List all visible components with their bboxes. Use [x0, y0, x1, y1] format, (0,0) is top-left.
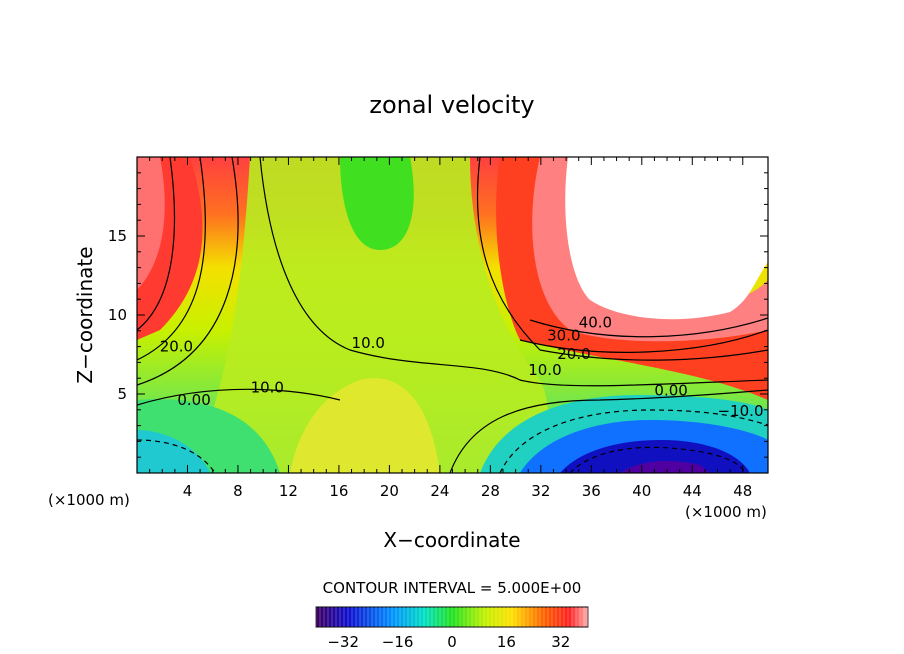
colorbar-tick-label: 0 [447, 633, 457, 651]
y-axis-label: Z−coordinate [73, 246, 97, 383]
x-tick-label: 36 [582, 482, 601, 500]
x-tick-label: 28 [481, 482, 500, 500]
x-axis-ticks: 4 8 12 16 20 24 28 32 36 40 44 48 [149, 157, 752, 500]
x-unit-left: (×1000 m) [48, 491, 130, 509]
contour-interval-text: CONTOUR INTERVAL = 5.000E+00 [323, 579, 582, 597]
x-tick-label: 40 [632, 482, 651, 500]
x-tick-label: 48 [733, 482, 752, 500]
chart-title: zonal velocity [369, 91, 534, 119]
contour-label: 40.0 [579, 314, 612, 332]
contour-labels: 40.030.020.010.00.00−10.020.0 10.010.00.0… [160, 314, 764, 420]
contour-label: 30.0 [547, 326, 580, 344]
colorbar-ticks: −32 −16 0 16 32 [327, 633, 570, 651]
x-tick-label: 24 [430, 482, 449, 500]
y-tick-label: 15 [108, 227, 127, 245]
contour-label: 10.0 [528, 361, 561, 379]
contour-field [137, 157, 768, 473]
x-tick-label: 12 [279, 482, 298, 500]
y-tick-label: 5 [117, 385, 127, 403]
x-unit-right: (×1000 m) [685, 503, 767, 521]
x-tick-label: 16 [329, 482, 348, 500]
contour-label: 10.0 [251, 378, 284, 396]
x-tick-label: 4 [183, 482, 193, 500]
colorbar-tick-label: 16 [497, 633, 516, 651]
colorbar-tick-label: −16 [382, 633, 414, 651]
missing-data-region [565, 157, 768, 320]
contour-label: 0.00 [177, 391, 210, 409]
y-tick-label: 10 [108, 306, 127, 324]
colorbar-segments [315, 607, 589, 627]
contour-label: 20.0 [557, 345, 590, 363]
colorbar-tick-label: 32 [551, 633, 570, 651]
contour-label: −10.0 [718, 402, 764, 420]
x-tick-label: 44 [683, 482, 702, 500]
x-axis-label: X−coordinate [383, 528, 520, 552]
x-tick-label: 32 [531, 482, 550, 500]
x-tick-label: 8 [233, 482, 243, 500]
y-axis-ticks: 5 10 15 [108, 172, 768, 458]
contour-label: 0.00 [654, 382, 687, 400]
contour-label: 10.0 [352, 334, 385, 352]
contour-label: 20.0 [160, 337, 193, 355]
colorbar [315, 606, 589, 628]
x-tick-label: 20 [380, 482, 399, 500]
colorbar-tick-label: −32 [327, 633, 359, 651]
